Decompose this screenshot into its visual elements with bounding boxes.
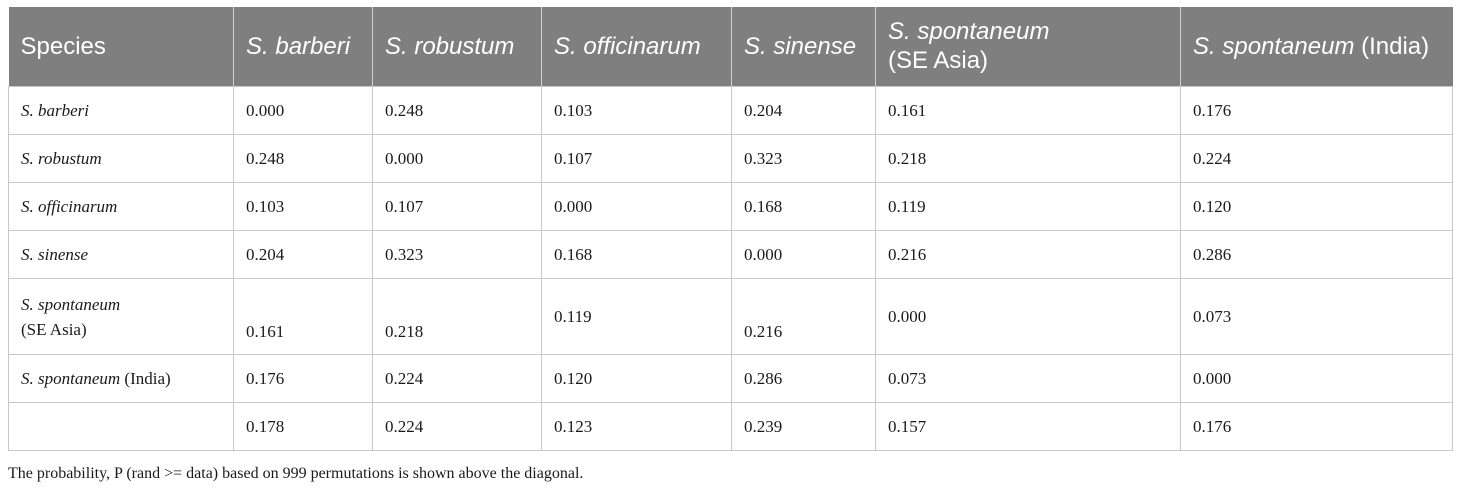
column-header-spontaneum-india: S. spontaneum (India) [1180,7,1453,87]
table-cell: 0.248 [233,134,373,183]
table-cell: 0.224 [1180,134,1453,183]
table-header: Species S. barberi S. robustum S. offici… [8,7,1453,87]
table-cell: 0.168 [731,182,876,231]
table-cell: 0.107 [541,134,732,183]
column-header-species: Species [8,7,234,87]
column-header-officinarum: S. officinarum [541,7,732,87]
distance-table: Species S. barberi S. robustum S. offici… [8,7,1453,451]
table-cell: 0.000 [1180,354,1453,403]
table-row: S. officinarum 0.103 0.107 0.000 0.168 0… [8,182,1453,231]
table-cell: 0.103 [541,86,732,135]
table-cell: 0.216 [875,230,1181,279]
table-row: S. sinense 0.204 0.323 0.168 0.000 0.216… [8,230,1453,279]
table-cell: 0.204 [731,86,876,135]
column-header-spontaneum-se-asia: S. spontaneum (SE Asia) [875,7,1181,87]
table-cell: 0.323 [372,230,542,279]
table-cell: 0.120 [541,354,732,403]
table-row: 0.178 0.224 0.123 0.239 0.157 0.176 [8,402,1453,451]
table-cell: 0.218 [372,278,542,355]
table-cell: 0.176 [1180,402,1453,451]
table-cell: 0.000 [731,230,876,279]
table-cell: 0.073 [1180,278,1453,355]
table-row: S. spontaneum (India) 0.176 0.224 0.120 … [8,354,1453,403]
table-cell: 0.216 [731,278,876,355]
table-cell: 0.218 [875,134,1181,183]
table-cell: 0.000 [233,86,373,135]
table-row: S. barberi 0.000 0.248 0.103 0.204 0.161… [8,86,1453,135]
table-cell: 0.157 [875,402,1181,451]
table-cell: 0.000 [372,134,542,183]
table-cell: 0.161 [233,278,373,355]
table-cell: 0.161 [875,86,1181,135]
table-row: S. robustum 0.248 0.000 0.107 0.323 0.21… [8,134,1453,183]
table-cell: 0.107 [372,182,542,231]
table-row: S. spontaneum (SE Asia) 0.161 0.218 0.119… [8,278,1453,355]
table-cell: 0.239 [731,402,876,451]
table-cell: 0.000 [541,182,732,231]
table-cell: 0.204 [233,230,373,279]
table-cell: 0.176 [233,354,373,403]
table-cell: 0.119 [875,182,1181,231]
row-header [8,402,234,451]
table-cell: 0.323 [731,134,876,183]
table-cell: 0.123 [541,402,732,451]
row-header: S. spontaneum (India) [8,354,234,403]
row-header: S. sinense [8,230,234,279]
table-cell: 0.000 [875,278,1181,355]
column-header-sinense: S. sinense [731,7,876,87]
table-cell: 0.073 [875,354,1181,403]
table-cell: 0.103 [233,182,373,231]
row-header: S. robustum [8,134,234,183]
column-header-robustum: S. robustum [372,7,542,87]
header-row: Species S. barberi S. robustum S. offici… [8,7,1453,87]
table-cell: 0.224 [372,402,542,451]
table-cell: 0.168 [541,230,732,279]
table-cell: 0.178 [233,402,373,451]
column-header-barberi: S. barberi [233,7,373,87]
table-cell: 0.176 [1180,86,1453,135]
table-cell: 0.120 [1180,182,1453,231]
table-footnote: The probability, P (rand >= data) based … [8,465,584,482]
row-header: S. officinarum [8,182,234,231]
row-header: S. spontaneum (SE Asia) [8,278,234,355]
row-header: S. barberi [8,86,234,135]
table-cell: 0.286 [1180,230,1453,279]
table-cell: 0.286 [731,354,876,403]
table-cell: 0.119 [541,278,732,355]
table-body: S. barberi 0.000 0.248 0.103 0.204 0.161… [8,86,1453,451]
table-cell: 0.248 [372,86,542,135]
table-cell: 0.224 [372,354,542,403]
